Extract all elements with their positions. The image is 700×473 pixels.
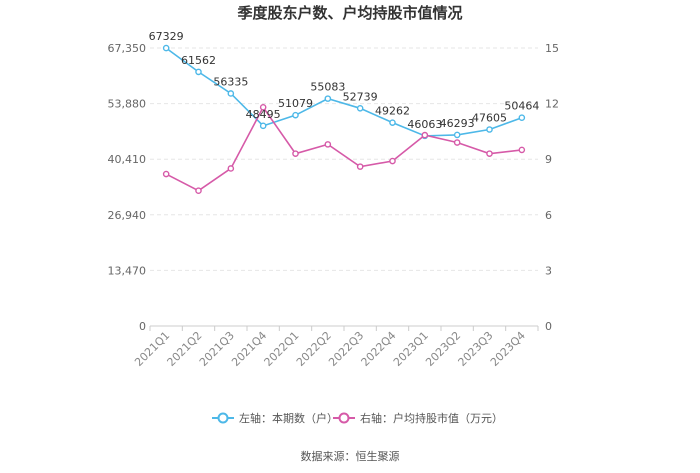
x-tick-label: 2021Q4 xyxy=(229,329,269,369)
series-0-point xyxy=(195,68,202,76)
series-1-point xyxy=(486,150,493,157)
left-tick-label: 26,940 xyxy=(108,209,147,222)
data-label: 48495 xyxy=(246,108,281,121)
series-0-point xyxy=(356,105,364,112)
x-axis: 2021Q12021Q22021Q32021Q42022Q12022Q22022… xyxy=(132,325,539,369)
series-1-point xyxy=(356,163,364,170)
x-tick-label: 2021Q1 xyxy=(132,329,172,369)
right-tick-label: 9 xyxy=(545,153,552,166)
data-label: 50464 xyxy=(504,100,539,113)
series-0-point xyxy=(518,114,526,122)
right-tick-label: 6 xyxy=(545,209,552,222)
series-1-point xyxy=(227,165,235,172)
series-1-point xyxy=(421,131,429,139)
left-tick-label: 0 xyxy=(139,320,146,333)
series-1-point xyxy=(162,170,170,178)
series-1-point xyxy=(195,187,202,195)
right-tick-label: 15 xyxy=(545,42,559,55)
data-label: 52739 xyxy=(343,90,378,103)
series-0-point xyxy=(389,119,396,126)
right-tick-label: 12 xyxy=(545,98,559,111)
x-tick-label: 2021Q2 xyxy=(165,329,205,369)
data-label: 55083 xyxy=(310,81,345,94)
data-label: 46063 xyxy=(407,118,442,131)
x-tick-label: 2022Q2 xyxy=(294,329,334,369)
series-0-point xyxy=(324,95,332,102)
series-line-1 xyxy=(165,105,522,192)
series-1-point xyxy=(292,150,299,157)
x-tick-label: 2023Q2 xyxy=(423,329,463,369)
left-tick-label: 67,350 xyxy=(108,42,147,55)
series-1-point xyxy=(453,139,461,146)
source-note: 数据来源：恒生聚源 xyxy=(301,449,400,463)
legend-label: 右轴：户均持股市值（万元） xyxy=(360,411,503,425)
data-label: 56335 xyxy=(213,75,248,88)
series-0-point xyxy=(292,111,299,119)
x-tick-label: 2023Q4 xyxy=(488,329,528,369)
right-tick-label: 0 xyxy=(545,320,552,333)
x-tick-label: 2023Q1 xyxy=(391,329,431,369)
x-tick-label: 2022Q3 xyxy=(326,329,366,369)
x-tick-label: 2022Q1 xyxy=(262,329,302,369)
series-line-0 xyxy=(165,47,523,137)
series-0-point xyxy=(162,44,170,52)
chart-title: 季度股东户数、户均持股市值情况 xyxy=(237,4,462,22)
series-0-point xyxy=(453,131,461,139)
series-layer xyxy=(162,44,526,195)
x-tick-label: 2021Q3 xyxy=(197,329,237,369)
legend: 左轴：本期数（户） 右轴：户均持股市值（万元） xyxy=(212,411,503,425)
data-label: 46293 xyxy=(440,117,475,130)
legend-label: 左轴：本期数（户） xyxy=(239,411,338,425)
left-axis: 0 13,470 26,940 40,410 53,880 67,350 xyxy=(108,42,147,333)
data-label: 47605 xyxy=(472,112,507,125)
legend-swatch-marker xyxy=(217,412,229,424)
data-label: 51079 xyxy=(278,97,313,110)
legend-swatch-marker xyxy=(338,412,350,424)
right-axis: 0 3 6 9 12 15 xyxy=(545,42,559,333)
series-1-point xyxy=(518,146,526,154)
right-tick-label: 3 xyxy=(545,264,552,277)
series-0-point xyxy=(227,90,235,97)
series-1-point xyxy=(259,104,267,111)
x-tick-label: 2022Q4 xyxy=(359,329,399,369)
series-0-point xyxy=(486,126,493,133)
series-0-point xyxy=(259,122,267,130)
data-label: 61562 xyxy=(181,54,216,67)
left-tick-label: 40,410 xyxy=(108,153,147,166)
series-1-point xyxy=(324,141,332,148)
data-label: 49262 xyxy=(375,105,410,118)
series-1-point xyxy=(389,157,396,165)
data-label: 67329 xyxy=(149,30,184,43)
left-tick-label: 53,880 xyxy=(108,98,147,111)
left-tick-label: 13,470 xyxy=(108,264,147,277)
x-tick-label: 2023Q3 xyxy=(456,329,496,369)
